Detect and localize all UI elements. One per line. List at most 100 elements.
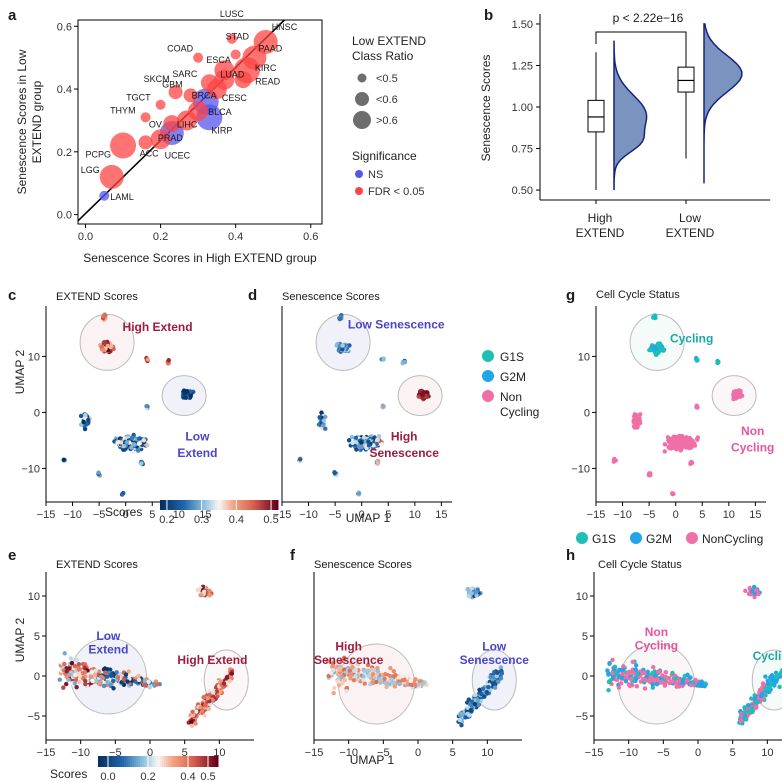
- cell-point: [656, 669, 661, 675]
- cell-point: [648, 347, 653, 353]
- cell-point: [738, 388, 743, 394]
- cell-point: [353, 673, 358, 679]
- panel-b-box-violin: 0.500.751.001.251.50 HighEXTENDLowEXTEND…: [479, 11, 770, 240]
- cell-point: [370, 672, 376, 677]
- colorbar-segment: [228, 500, 232, 510]
- cell-point: [102, 666, 108, 671]
- colorbar-segment: [207, 500, 210, 510]
- colorbar-segment: [230, 500, 234, 510]
- y-tick-label: −10: [21, 463, 40, 475]
- panel-letter-a: a: [8, 7, 17, 24]
- cell-point: [350, 440, 355, 445]
- legend-color-label: FDR < 0.05: [368, 186, 425, 198]
- colorbar-segment: [242, 500, 246, 510]
- y-tick-label: 10: [578, 351, 590, 363]
- colorbar-segment: [196, 756, 199, 767]
- cell-point: [325, 658, 330, 664]
- cell-point: [145, 357, 151, 362]
- legend-dot-g1s: [482, 350, 494, 362]
- y-tick-label: 0.75: [512, 144, 533, 156]
- colorbar-segment: [181, 500, 185, 510]
- point-gbm: [183, 88, 198, 103]
- colorbar-segment: [189, 500, 192, 510]
- cell-point: [145, 442, 150, 448]
- cell-point: [96, 669, 102, 674]
- legend-dot-g2m: [482, 370, 494, 382]
- cell-point: [466, 593, 472, 599]
- x-tick-label: 10: [173, 509, 185, 521]
- cell-point: [350, 664, 355, 670]
- cell-point: [388, 665, 393, 671]
- cell-point: [190, 709, 195, 715]
- colorbar-segment: [197, 500, 200, 510]
- cell-point: [82, 413, 88, 418]
- y-tick-label: 0.4: [57, 84, 72, 96]
- cell-point: [486, 684, 491, 690]
- colorbar-tick-label: 0.0: [100, 771, 115, 782]
- legend-label: G1S: [500, 350, 524, 364]
- point-label-thym: THYM: [110, 105, 136, 115]
- colorbar-e-title: Scores: [50, 767, 87, 781]
- colorbar-segment: [209, 500, 212, 510]
- cell-point: [82, 426, 88, 432]
- x-tick-label: 10: [481, 747, 493, 759]
- legend-color-dot: [355, 187, 363, 195]
- cell-point: [359, 440, 364, 445]
- colorbar-segment: [183, 500, 187, 510]
- x-tick-label: 15: [435, 509, 447, 521]
- x-tick-label: −10: [299, 509, 318, 521]
- cell-point: [749, 706, 755, 711]
- cell-point: [102, 340, 107, 345]
- cell-point: [332, 470, 338, 476]
- cell-point: [89, 669, 95, 675]
- colorbar-segment: [216, 756, 219, 767]
- cell-point: [64, 674, 70, 679]
- cell-point: [633, 667, 638, 672]
- colorbar-segment: [146, 756, 149, 767]
- colorbar-segment: [110, 756, 113, 767]
- cell-point: [391, 668, 396, 674]
- x-tick-label: −15: [37, 747, 56, 759]
- panel-letter-f: f: [290, 547, 296, 564]
- cell-point: [336, 661, 341, 666]
- cell-point: [72, 681, 78, 686]
- group-label-line1: High: [588, 211, 613, 225]
- colorbar-segment: [187, 500, 190, 510]
- annotation-label: High Extend: [123, 320, 193, 334]
- cell-point: [94, 678, 99, 684]
- point-label-ucec: UCEC: [165, 150, 191, 160]
- cell-point: [613, 670, 619, 675]
- cell-point: [317, 415, 322, 420]
- cell-point: [83, 678, 88, 684]
- cell-point: [361, 435, 367, 440]
- colorbar-tick-label: 0.4: [229, 514, 244, 526]
- point-label-ov: OV: [149, 120, 162, 130]
- x-tick-label: 0.6: [303, 231, 318, 243]
- colorbar-segment: [260, 500, 263, 510]
- point-label-lgg: LGG: [81, 165, 100, 175]
- colorbar-segment: [114, 756, 117, 767]
- colorbar-segment: [171, 500, 175, 510]
- cell-point: [457, 717, 462, 723]
- cell-point: [652, 346, 657, 351]
- cell-point: [123, 672, 129, 677]
- x-tick-label: −10: [339, 747, 358, 759]
- x-tick-label: 0: [147, 747, 153, 759]
- cell-point: [74, 684, 79, 690]
- legend-size-circle: [355, 92, 369, 106]
- colorbar-segment: [268, 500, 271, 510]
- cell-point: [629, 676, 634, 682]
- cell-point: [340, 343, 345, 348]
- cell-point: [646, 677, 652, 683]
- cell-point: [479, 691, 484, 697]
- cell-point: [103, 670, 108, 675]
- cell-point: [412, 682, 418, 688]
- colorbar-segment: [215, 500, 218, 510]
- point-sarc: [200, 74, 218, 92]
- cell-point: [749, 588, 755, 594]
- colorbar-segment: [214, 756, 217, 767]
- cell-point: [389, 677, 394, 682]
- cell-point: [692, 442, 697, 447]
- point-ov: [163, 115, 181, 133]
